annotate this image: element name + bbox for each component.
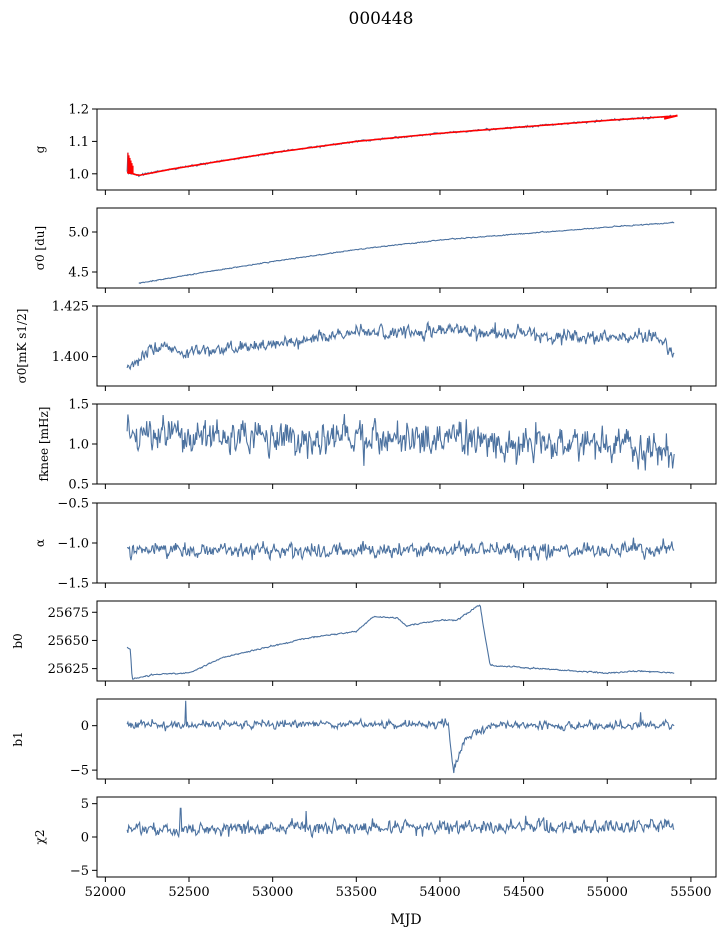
y-tick-label: −5 [70, 764, 89, 779]
y-tick-label: 5 [81, 797, 89, 812]
series-line [126, 114, 675, 178]
y-tick-label: 0.5 [68, 478, 89, 493]
y-tick-label: 25675 [48, 606, 89, 621]
panel-8: −5 0 5 52000 52500 53000 53500 54000 54500 55000 5… [33, 796, 717, 900]
panel-frame [96, 502, 717, 584]
panel-1: 1.0 1.1 1.2 g [33, 103, 717, 195]
y-axis-label: fknee [mHz] [37, 407, 51, 482]
panels: 1.0 1.1 1.2 g 4.5 5.0 σ0 [du] 1.400 1.425 σ0[mK s… [11, 103, 717, 900]
y-tick-label: 1.2 [68, 103, 89, 118]
panel-frame [96, 796, 717, 878]
y-tick-label: 1.0 [68, 167, 89, 182]
y-tick-label: 0 [81, 719, 89, 734]
series-line [126, 604, 675, 680]
panel-2: 4.5 5.0 σ0 [du] [33, 207, 717, 293]
x-tick-label: 53000 [252, 885, 293, 900]
y-tick-label: 5.0 [68, 226, 89, 241]
y-tick-label: −1.5 [57, 577, 89, 592]
y-axis-label: g [33, 145, 47, 153]
series-line [126, 414, 675, 471]
y-axis-label: σ0 [du] [33, 226, 47, 270]
y-axis-label: b0 [11, 633, 25, 648]
y-tick-label: 1.425 [52, 300, 89, 315]
series-line [126, 807, 675, 839]
series-line [138, 221, 675, 284]
x-axis-label: MJD [390, 912, 421, 928]
y-tick-label: −1.0 [57, 537, 89, 552]
panel-6: 25625 25650 25675 b0 [11, 600, 717, 686]
panel-7: −5 0 b1 [11, 698, 717, 784]
y-tick-label: 25625 [48, 662, 89, 677]
y-tick-label: 1.0 [68, 438, 89, 453]
x-tick-label: 54500 [503, 885, 544, 900]
x-tick-label: 54000 [419, 885, 460, 900]
fit-line [126, 115, 675, 177]
x-tick-label: 52500 [168, 885, 209, 900]
y-axis-label: χ2 [33, 830, 47, 845]
y-tick-label: 1.1 [68, 135, 89, 150]
y-tick-label: 0 [81, 831, 89, 846]
series-line [126, 320, 675, 371]
panel-frame [96, 207, 717, 289]
y-tick-label: 1.400 [52, 350, 89, 365]
y-axis-label: b1 [11, 731, 25, 746]
y-axis-label: σ0[mK s1/2] [15, 309, 29, 384]
fit-end [663, 114, 678, 120]
panel-5: −1.5 −1.0 −0.5 α [33, 497, 717, 592]
y-tick-label: −0.5 [57, 497, 89, 512]
series-line [126, 537, 675, 562]
y-tick-label: 1.5 [68, 398, 89, 413]
x-tick-label: 52000 [85, 885, 126, 900]
x-tick-label: 55500 [670, 885, 711, 900]
figure-title: 000448 [349, 9, 414, 29]
x-tick-label: 55000 [587, 885, 628, 900]
panel-frame [96, 305, 717, 387]
panel-3: 1.400 1.425 σ0[mK s1/2] [15, 300, 717, 391]
x-tick-label: 53500 [336, 885, 377, 900]
panel-frame [96, 108, 717, 191]
y-tick-label: −5 [70, 864, 89, 879]
y-tick-label: 25650 [48, 634, 89, 649]
series-line [126, 700, 675, 774]
panel-frame [96, 698, 717, 780]
y-axis-label: α [33, 539, 47, 547]
y-tick-label: 4.5 [68, 266, 89, 281]
panel-4: 0.5 1.0 1.5 fknee [mHz] [37, 398, 717, 493]
panel-frame [96, 600, 717, 682]
